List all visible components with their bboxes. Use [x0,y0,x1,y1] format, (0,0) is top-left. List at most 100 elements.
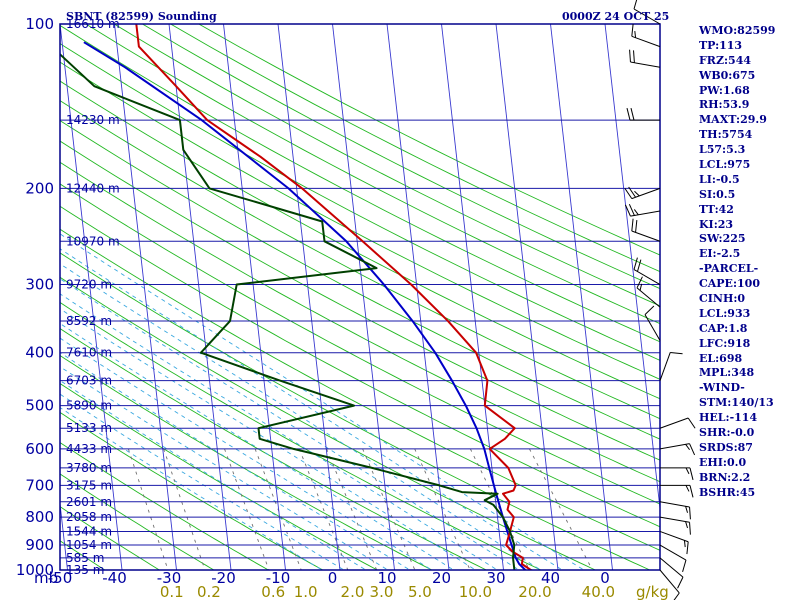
wind-barb-flag [685,467,690,475]
wind-barb [631,23,661,48]
pressure-tick-label: 300 [25,276,54,294]
wind-barb-flag [685,521,688,529]
mixing-ratio-line [362,448,416,570]
wind-barb [659,501,691,520]
isotherm [604,24,660,513]
wind-barb-flag [635,220,638,233]
dry-adiabat [60,43,660,361]
mixing-ratio-label: 0.1 [160,583,184,600]
moist-adiabat [60,380,367,570]
pressure-tick-label: 700 [25,476,54,494]
moist-adiabat [60,263,542,570]
wind-barb-staff [659,516,690,523]
temperature-tick-label: -50 [48,569,73,587]
height-label: 5133 m [66,421,112,435]
background-grid [60,24,660,570]
wind-barb-staff [631,230,661,242]
mixing-ratio-line [529,448,593,570]
height-label: 3175 m [66,478,112,492]
dry-adiabat [60,161,660,483]
height-label: 12440 m [66,181,120,195]
wind-barb-staff [659,352,671,381]
stat-item: LI:-0.5 [699,172,740,186]
stat-item: CINH:0 [699,292,746,306]
stat-item: -WIND- [699,381,745,395]
stat-item: KI:23 [699,217,734,231]
dry-adiabat [60,140,660,461]
wind-barb-flag [629,49,631,63]
stat-item: TH:5754 [699,128,753,142]
mixing-ratio-label: 1.0 [294,583,318,600]
stat-item: BRN:2.2 [699,470,751,484]
mixing-ratio-label: 2.0 [341,583,365,600]
wind-barb-flag [630,108,635,121]
wind-barb-flag [624,188,633,199]
wind-barb-staff [633,269,661,285]
temperature-tick-label: -10 [266,569,291,587]
wind-barb-flag [631,218,634,232]
wind-barb-flag [689,467,694,480]
moist-adiabat [60,366,389,570]
wind-barb-flag [685,444,691,451]
moist-adiabat [60,407,323,570]
temperature-tick-label: 30 [486,569,505,587]
stat-item: LCL:933 [699,306,751,320]
wind-barb-flag [644,305,655,315]
temperature-tick-label: 20 [432,569,451,587]
wind-barb-staff [630,61,661,68]
wind-barb-staff [644,314,661,341]
isotherm [168,24,232,570]
height-label: 2601 m [66,495,112,509]
height-label: 1544 m [66,524,112,538]
wind-barb [633,257,661,285]
wind-barb-flag [636,276,643,289]
pressure-tick-label: 400 [25,344,54,362]
sounding-datetime: 0000Z 24 OCT 25 [562,10,669,23]
wind-barb-flag [633,0,638,10]
mixing-ratio-line [414,448,471,570]
dry-adiabat [60,61,660,380]
stat-item: PW:1.68 [699,83,750,97]
isotherm [60,24,123,570]
dry-adiabat [60,24,660,343]
wind-barb-flag [633,50,635,63]
moist-adiabat [60,308,477,570]
moist-adiabat [60,351,411,570]
wind-barb-flag [689,443,696,456]
dry-adiabat [60,382,379,570]
stat-item: RH:53.9 [699,98,750,112]
pressure-tick-label: 1000 [16,561,54,579]
dry-adiabat [60,80,660,400]
stat-item: -PARCEL- [699,262,759,276]
dry-adiabat [60,354,433,570]
moist-adiabat [60,322,455,570]
stat-item: EHI:0.0 [699,455,747,469]
wind-barb [659,569,680,600]
mixing-ratio-label: 10.0 [459,583,492,600]
stat-item: LCL:975 [699,158,751,172]
wind-barb-flag [633,209,639,216]
wind-barb [636,276,661,308]
wind-barb-staff [633,8,661,25]
wind-barb-staff [659,417,689,429]
pressure-tick-label: 600 [25,440,54,458]
height-label: 10970 m [66,234,120,248]
wind-barb [624,186,661,200]
pressure-tick-label: 100 [25,15,54,33]
wind-barb-flag [634,30,637,38]
wind-barb-staff [659,501,690,508]
height-label: 6703 m [66,374,112,388]
wind-barb-staff [631,35,661,48]
wind-barb [633,0,661,25]
wind-barb-flag [677,576,684,589]
wind-barb [631,218,661,242]
wind-barb-flag [682,559,687,573]
stat-item: SI:0.5 [699,187,736,201]
isotherm [277,24,341,570]
stat-item: STM:140/13 [699,396,774,410]
wind-barb-flag [639,283,643,291]
temperature-tick-label: 0 [328,569,338,587]
wind-barb-flag [631,23,634,37]
stat-item: CAPE:100 [699,277,760,291]
stat-item: TP:113 [699,38,743,52]
